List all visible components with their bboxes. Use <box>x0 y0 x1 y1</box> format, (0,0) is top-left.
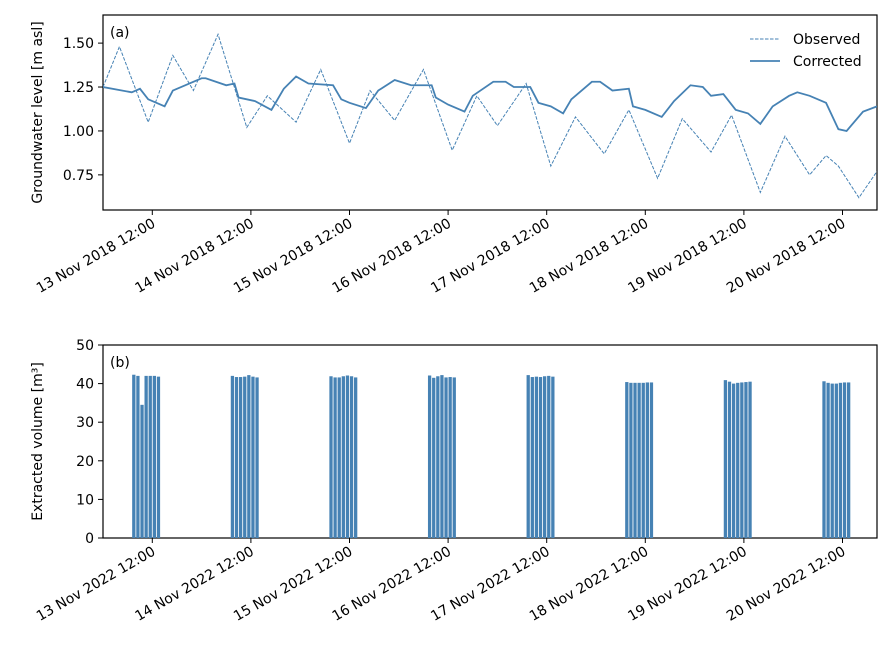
bar <box>234 377 239 538</box>
bar <box>432 377 436 538</box>
bar <box>547 375 551 538</box>
bar <box>649 382 654 538</box>
bar <box>727 381 732 538</box>
y-tick-label: 30 <box>76 415 94 431</box>
bar <box>625 382 629 538</box>
legend-label: Corrected <box>793 54 862 70</box>
bar <box>551 376 555 538</box>
bar <box>538 377 543 538</box>
y-tick-label: 50 <box>76 338 94 354</box>
bar <box>723 380 728 538</box>
y-tick-label: 1.00 <box>63 124 94 140</box>
bar <box>744 382 748 538</box>
panel-label: (b) <box>110 355 130 371</box>
bar <box>629 382 633 538</box>
bar <box>148 375 152 538</box>
bar <box>645 382 649 538</box>
bar <box>534 376 539 538</box>
bar <box>736 382 740 538</box>
y-tick-label: 40 <box>76 377 94 393</box>
bar <box>448 377 452 538</box>
line <box>103 32 877 199</box>
bar <box>830 383 834 538</box>
bar <box>826 382 830 538</box>
bar <box>329 376 333 538</box>
bar <box>341 376 345 538</box>
bar <box>847 382 851 538</box>
bar <box>842 382 847 538</box>
y-tick-label: 20 <box>76 454 94 470</box>
y-tick-label: 1.50 <box>63 36 94 52</box>
bar <box>444 377 448 538</box>
legend-label: Observed <box>793 32 860 48</box>
bar <box>243 376 247 538</box>
bar <box>230 375 235 538</box>
bar <box>530 377 534 538</box>
bar <box>440 375 444 538</box>
bar <box>349 376 354 538</box>
y-axis-label: Groundwater level [m asl] <box>30 21 46 203</box>
bar <box>132 374 136 538</box>
bar <box>427 375 432 538</box>
y-tick-label: 0.75 <box>63 168 94 184</box>
bar <box>731 383 736 538</box>
bar <box>526 375 530 538</box>
bar <box>822 381 826 538</box>
bar <box>255 377 259 538</box>
bar <box>251 376 255 538</box>
bar <box>436 376 440 538</box>
y-tick-label: 1.25 <box>63 80 94 96</box>
bar <box>641 382 645 538</box>
axes-frame <box>102 14 878 211</box>
axes-frame <box>102 344 878 539</box>
bar <box>333 377 337 538</box>
panel-label: (a) <box>110 25 130 41</box>
bar <box>834 383 838 538</box>
bar <box>637 382 641 538</box>
y-tick-label: 10 <box>76 492 94 508</box>
bar <box>740 382 744 538</box>
bar <box>337 377 341 538</box>
bar <box>345 375 350 538</box>
bar <box>156 376 161 538</box>
bar <box>238 377 243 538</box>
line <box>103 75 877 132</box>
bar <box>140 404 144 538</box>
bar <box>144 375 148 538</box>
bar <box>247 375 251 538</box>
bar <box>748 381 752 538</box>
bar <box>152 375 156 538</box>
bar <box>633 382 637 538</box>
bar <box>542 376 547 538</box>
y-tick-label: 0 <box>85 531 94 547</box>
bar <box>136 375 140 538</box>
bar <box>452 377 456 538</box>
bar <box>354 377 358 538</box>
bar <box>838 382 843 538</box>
y-axis-label: Extracted volume [m³] <box>30 362 46 521</box>
